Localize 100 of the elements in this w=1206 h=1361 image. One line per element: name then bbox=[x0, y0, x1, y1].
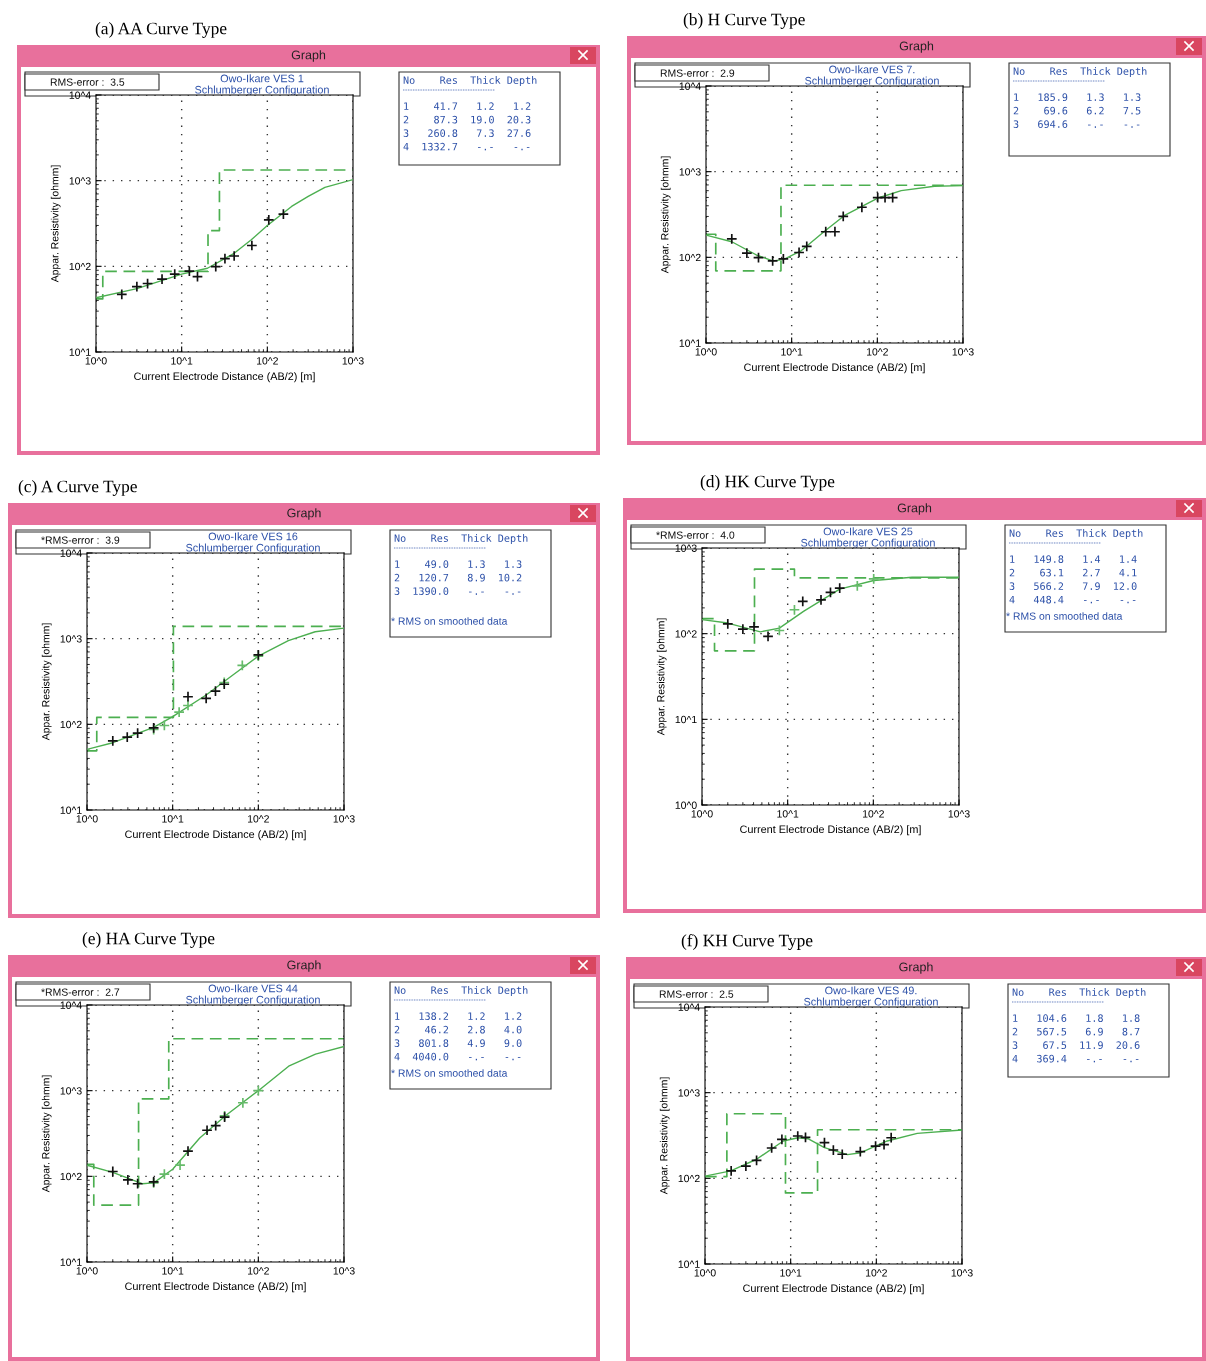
text: RMS-error : 2.5 bbox=[659, 990, 734, 998]
text: * RMS on smoothed data bbox=[391, 617, 508, 625]
text: Graph bbox=[287, 960, 321, 972]
x-axis-title: Current Electrode Distance (AB/2) [m] bbox=[744, 363, 925, 374]
text: Graph bbox=[899, 41, 934, 53]
point bbox=[277, 208, 290, 220]
y-tick-label: 10^1 bbox=[675, 715, 697, 724]
x-tick-label: 10^1 bbox=[162, 1267, 184, 1275]
y-tick-label: 10^1 bbox=[679, 339, 701, 347]
y-tick-label: 10^4 bbox=[678, 1003, 700, 1011]
y-tick-label: 10^3 bbox=[679, 168, 701, 176]
x-tick-label: 10^0 bbox=[85, 357, 107, 365]
chart-title: (b) H Curve Type bbox=[683, 13, 805, 29]
x-tick-label: 10^2 bbox=[862, 810, 884, 818]
y-tick-label: 10^2 bbox=[679, 253, 701, 262]
x-tick-label: 10^3 bbox=[952, 348, 974, 356]
chart-subtitle: Owo-Ikare VES 25 Schlumberger Configuration bbox=[801, 527, 935, 549]
text: RMS-error : 3.5 bbox=[50, 78, 125, 86]
point bbox=[116, 288, 128, 301]
point bbox=[131, 280, 143, 293]
point bbox=[263, 214, 275, 226]
text: No Res Thick Depth 1 49.0 1.3 1.3 2 120.7 8.9 10.2 3 1390.0 -.- -.- bbox=[394, 534, 528, 595]
x-tick-label: 10^2 bbox=[247, 815, 269, 823]
x-tick-label: 10^0 bbox=[694, 1269, 716, 1277]
text: *RMS-error : 3.9 bbox=[41, 536, 120, 544]
y-tick-label: 10^0 bbox=[675, 801, 697, 809]
point bbox=[169, 268, 181, 280]
text: No Res Thick Depth 1 185.9 1.3 1.3 2 69.6 6.2 7.5 3 694.6 -.- -.- bbox=[1013, 67, 1147, 128]
text: No Res Thick Depth 1 41.7 1.2 1.2 2 87.3 19.0 20.3 3 260.8 7.3 27.6 4 1332.7 -.- -.- bbox=[403, 76, 537, 151]
y-tick-label: 10^3 bbox=[60, 635, 82, 643]
x-tick-label: 10^1 bbox=[781, 348, 803, 356]
point bbox=[210, 261, 222, 273]
x-tick-label: 10^1 bbox=[777, 810, 799, 818]
chart-title: (d) HK Curve Type bbox=[700, 475, 835, 491]
y-axis-title: Appar. Resistivity [ohmm] bbox=[659, 1077, 670, 1195]
x-axis-title: Current Electrode Distance (AB/2) [m] bbox=[125, 1282, 306, 1293]
y-tick-label: 10^2 bbox=[60, 720, 82, 729]
y-tick-label: 10^4 bbox=[679, 82, 701, 90]
chart-subtitle: Owo-Ikare VES 49. Schlumberger Configuration bbox=[804, 986, 938, 1008]
y-tick-label: 10^4 bbox=[60, 1001, 82, 1009]
x-tick-label: 10^3 bbox=[948, 810, 970, 818]
text: No Res Thick Depth 1 104.6 1.8 1.8 2 567.5 6.9 8.7 3 67.5 11.9 20.6 4 369.4 -.- -.- bbox=[1012, 988, 1146, 1063]
point bbox=[183, 265, 196, 277]
text: Graph bbox=[287, 508, 321, 520]
y-tick-label: 10^3 bbox=[60, 1087, 82, 1095]
y-axis-title: Appar. Resistivity [ohmm] bbox=[660, 156, 671, 274]
chart-subtitle: Owo-Ikare VES 7. Schlumberger Configuration bbox=[805, 65, 939, 87]
text: RMS-error : 2.9 bbox=[660, 69, 735, 77]
x-axis-title: Current Electrode Distance (AB/2) [m] bbox=[743, 1284, 924, 1295]
y-tick-label: 10^1 bbox=[678, 1260, 700, 1268]
y-tick-label: 10^3 bbox=[678, 1089, 700, 1097]
x-tick-label: 10^2 bbox=[247, 1267, 269, 1275]
chart-title: (c) A Curve Type bbox=[18, 480, 137, 496]
x-tick-label: 10^1 bbox=[162, 815, 184, 823]
text: *RMS-error : 2.7 bbox=[41, 988, 120, 996]
x-axis-title: Current Electrode Distance (AB/2) [m] bbox=[740, 825, 921, 836]
y-tick-label: 10^2 bbox=[675, 630, 697, 638]
y-tick-label: 10^1 bbox=[60, 1258, 82, 1266]
text: Graph bbox=[897, 503, 932, 515]
chart-title: (a) AA Curve Type bbox=[95, 22, 227, 38]
x-tick-label: 10^3 bbox=[342, 357, 364, 365]
x-tick-label: 10^2 bbox=[256, 357, 278, 365]
y-tick-label: 10^3 bbox=[69, 177, 91, 185]
y-tick-label: 10^2 bbox=[60, 1172, 82, 1181]
y-tick-label: 10^4 bbox=[60, 549, 82, 557]
text: No Res Thick Depth 1 149.8 1.4 1.4 2 63.1 2.7 4.1 3 566.2 7.9 12.0 4 448.4 -.- -.- bbox=[1009, 529, 1143, 604]
x-tick-label: 10^0 bbox=[76, 815, 98, 823]
text: *RMS-error : 4.0 bbox=[656, 531, 735, 539]
x-tick-label: 10^1 bbox=[171, 357, 193, 365]
text: * RMS on smoothed data bbox=[1006, 612, 1123, 620]
x-tick-label: 10^3 bbox=[333, 1267, 355, 1275]
x-axis-title: Current Electrode Distance (AB/2) [m] bbox=[125, 830, 306, 841]
chart-subtitle: Owo-Ikare VES 16 Schlumberger Configuration bbox=[186, 532, 320, 554]
x-tick-label: 10^2 bbox=[866, 348, 888, 356]
text: No Res Thick Depth 1 138.2 1.2 1.2 2 46.2 2.8 4.0 3 801.8 4.9 9.0 4 4040.0 -.- -.- bbox=[394, 986, 528, 1061]
y-axis-title: Appar. Resistivity [ohmm] bbox=[656, 618, 667, 736]
x-tick-label: 10^1 bbox=[780, 1269, 802, 1277]
y-axis-title: Appar. Resistivity [ohmm] bbox=[41, 623, 52, 741]
text: * RMS on smoothed data bbox=[391, 1069, 508, 1077]
y-tick-label: 10^2 bbox=[69, 262, 91, 271]
x-tick-label: 10^2 bbox=[865, 1269, 887, 1277]
y-tick-label: 10^3 bbox=[675, 544, 697, 552]
x-tick-label: 10^0 bbox=[691, 810, 713, 818]
y-axis-title: Appar. Resistivity [ohmm] bbox=[41, 1075, 52, 1193]
x-axis-title: Current Electrode Distance (AB/2) [m] bbox=[134, 372, 315, 383]
x-tick-label: 10^3 bbox=[333, 815, 355, 823]
text: Graph bbox=[291, 50, 326, 62]
point bbox=[141, 277, 154, 290]
y-tick-label: 10^4 bbox=[69, 91, 91, 99]
chart-title: (f) KH Curve Type bbox=[681, 934, 813, 950]
chart-subtitle: Owo-Ikare VES 44 Schlumberger Configuration bbox=[186, 984, 320, 1006]
y-tick-label: 10^2 bbox=[678, 1174, 700, 1183]
x-tick-label: 10^0 bbox=[76, 1267, 98, 1275]
text: Graph bbox=[899, 962, 933, 974]
y-axis-title: Appar. Resistivity [ohmm] bbox=[50, 165, 61, 283]
x-tick-label: 10^3 bbox=[951, 1269, 973, 1277]
chart-title: (e) HA Curve Type bbox=[82, 932, 215, 948]
chart-subtitle: Owo-Ikare VES 1 Schlumberger Configuration bbox=[195, 74, 329, 96]
point bbox=[156, 273, 168, 285]
x-tick-label: 10^0 bbox=[695, 348, 717, 356]
